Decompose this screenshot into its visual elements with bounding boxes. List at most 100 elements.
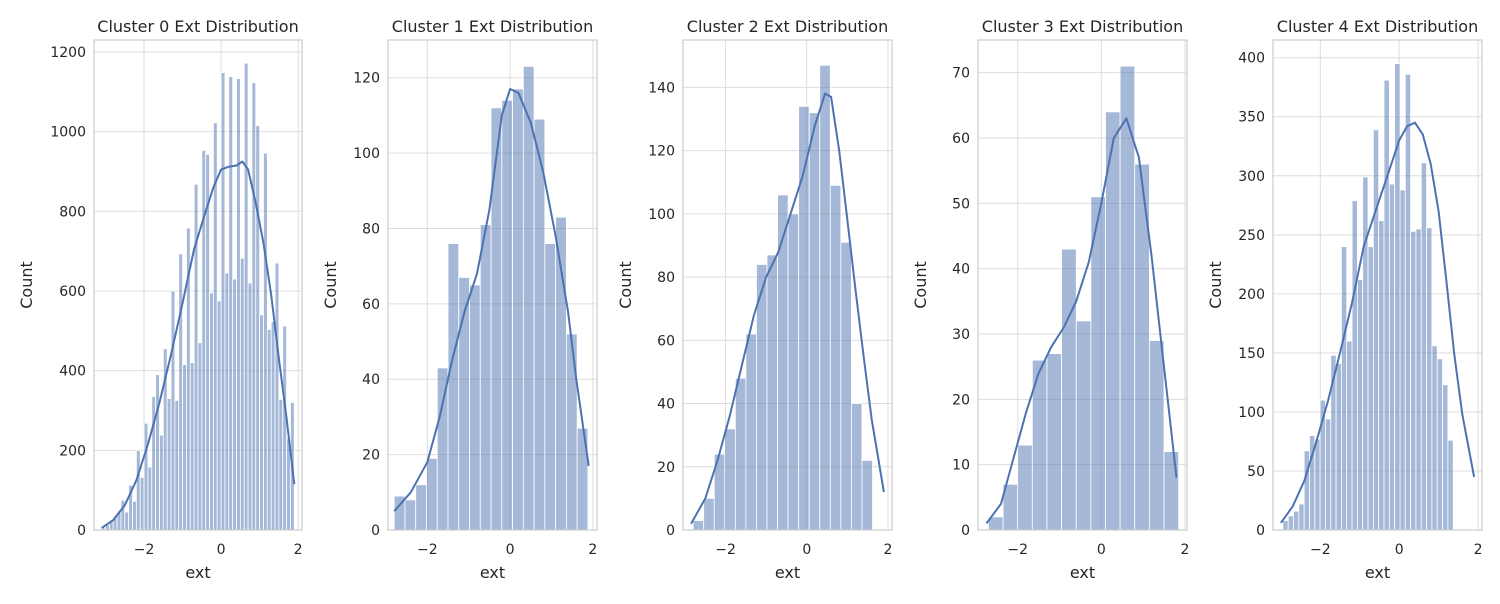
histogram-bar — [829, 185, 842, 531]
histogram-bar — [703, 497, 715, 531]
y-tick-label: 0 — [666, 523, 675, 539]
y-tick-label: 60 — [362, 297, 380, 313]
histogram-bar — [159, 434, 164, 531]
histogram-bar — [404, 499, 417, 531]
histogram-bar — [282, 325, 287, 531]
x-axis-label: ext — [775, 563, 800, 582]
y-tick-label: 0 — [371, 523, 380, 539]
histogram-bar — [124, 511, 130, 531]
chart-title: Cluster 2 Ext Distribution — [687, 17, 888, 36]
histogram-bar — [1163, 451, 1180, 531]
histogram-bar — [1335, 363, 1342, 531]
histogram-bar — [1447, 439, 1454, 531]
x-tick-label: 0 — [506, 542, 515, 558]
axes-frame — [93, 39, 303, 531]
kde-line — [690, 92, 885, 525]
y-tick-label: 50 — [952, 196, 970, 212]
histogram-bar — [166, 398, 172, 531]
histogram-bar — [734, 377, 747, 531]
y-axis-label: Count — [616, 261, 635, 309]
histogram-bar — [216, 300, 222, 531]
y-tick-label: 40 — [952, 262, 970, 278]
histogram-bar — [840, 241, 852, 531]
y-tick-label: 400 — [59, 364, 86, 380]
histogram-bar — [1287, 515, 1294, 531]
histogram-bar — [1017, 444, 1033, 531]
y-tick-label: 140 — [648, 80, 675, 96]
y-tick-label: 20 — [657, 460, 675, 476]
y-tick-label: 0 — [961, 523, 970, 539]
x-axis-label: ext — [1070, 563, 1095, 582]
y-tick-label: 600 — [59, 284, 86, 300]
y-axis-label: Count — [911, 261, 930, 309]
histogram-bar — [1442, 384, 1449, 531]
y-tick-label: 200 — [1238, 287, 1265, 303]
histogram-bar — [182, 364, 187, 531]
histogram-bar — [1314, 438, 1321, 531]
histogram-bar — [209, 292, 214, 531]
y-tick-label: 400 — [1238, 51, 1265, 67]
kde-line — [1280, 121, 1476, 524]
y-tick-label: 100 — [1238, 405, 1265, 421]
histogram-bar — [266, 329, 272, 531]
y-tick-label: 60 — [657, 333, 675, 349]
histogram-bar — [263, 152, 268, 531]
y-tick-label: 0 — [77, 523, 86, 539]
histogram-bar — [1303, 450, 1310, 531]
x-tick-label: 2 — [294, 542, 303, 558]
y-axis-label: Count — [1206, 261, 1225, 309]
histogram-bar — [436, 367, 449, 531]
y-axis-label: Count — [17, 261, 36, 309]
histogram-bar — [1431, 345, 1438, 531]
histogram-bar — [415, 484, 427, 531]
axes-frame — [682, 39, 893, 531]
histogram-bar — [274, 262, 280, 531]
histogram-bar — [1298, 503, 1305, 531]
x-tick-label: 0 — [802, 542, 811, 558]
y-tick-label: 80 — [362, 221, 380, 237]
histogram-bar — [851, 403, 863, 531]
x-axis-label: ext — [1365, 563, 1390, 582]
y-tick-label: 30 — [952, 327, 970, 343]
histogram-bar — [1346, 340, 1353, 531]
histogram-bar — [224, 272, 230, 531]
y-tick-label: 120 — [353, 71, 380, 87]
x-tick-label: 2 — [1180, 542, 1189, 558]
chart-panel-0: −2 0 2 0 200 400 600 800 1000 1200 Cluster 0 Ext D… — [17, 17, 303, 582]
histogram-bar — [143, 422, 149, 531]
histogram-bar — [1362, 176, 1369, 531]
histogram-bar — [777, 194, 789, 531]
chart-title: Cluster 3 Ext Distribution — [982, 17, 1183, 36]
histogram-bar — [426, 457, 438, 531]
chart-title: Cluster 4 Ext Distribution — [1277, 17, 1478, 36]
histogram-bar — [174, 400, 180, 531]
histogram-bar — [745, 333, 757, 531]
histogram-bar — [469, 284, 481, 531]
x-tick-label: 2 — [883, 542, 892, 558]
histogram-bar — [861, 460, 873, 531]
histogram-bar — [1351, 200, 1358, 531]
chart-panel-4: −2 0 2 0 50 100 150 200 250 300 350 400 Cluster 4 Ex… — [1206, 17, 1483, 582]
histogram-bar — [533, 118, 546, 531]
y-tick-label: 100 — [353, 146, 380, 162]
histogram-bar — [490, 107, 503, 531]
x-tick-label: −2 — [715, 542, 736, 558]
y-tick-label: 800 — [59, 204, 86, 220]
y-tick-label: 150 — [1238, 346, 1265, 362]
y-tick-label: 0 — [1256, 523, 1265, 539]
histogram-bar — [178, 253, 183, 531]
histogram-bar — [197, 342, 203, 531]
x-tick-label: 0 — [217, 542, 226, 558]
histogram-bar — [787, 213, 800, 531]
histogram-bar — [1378, 220, 1385, 531]
y-tick-label: 100 — [648, 207, 675, 223]
kde-line — [985, 117, 1178, 525]
histogram-bar — [1420, 162, 1427, 531]
chart-title: Cluster 0 Ext Distribution — [97, 17, 298, 36]
histogram-bar — [1046, 353, 1062, 531]
histogram-bar — [247, 282, 253, 531]
y-tick-label: 1200 — [50, 45, 86, 61]
